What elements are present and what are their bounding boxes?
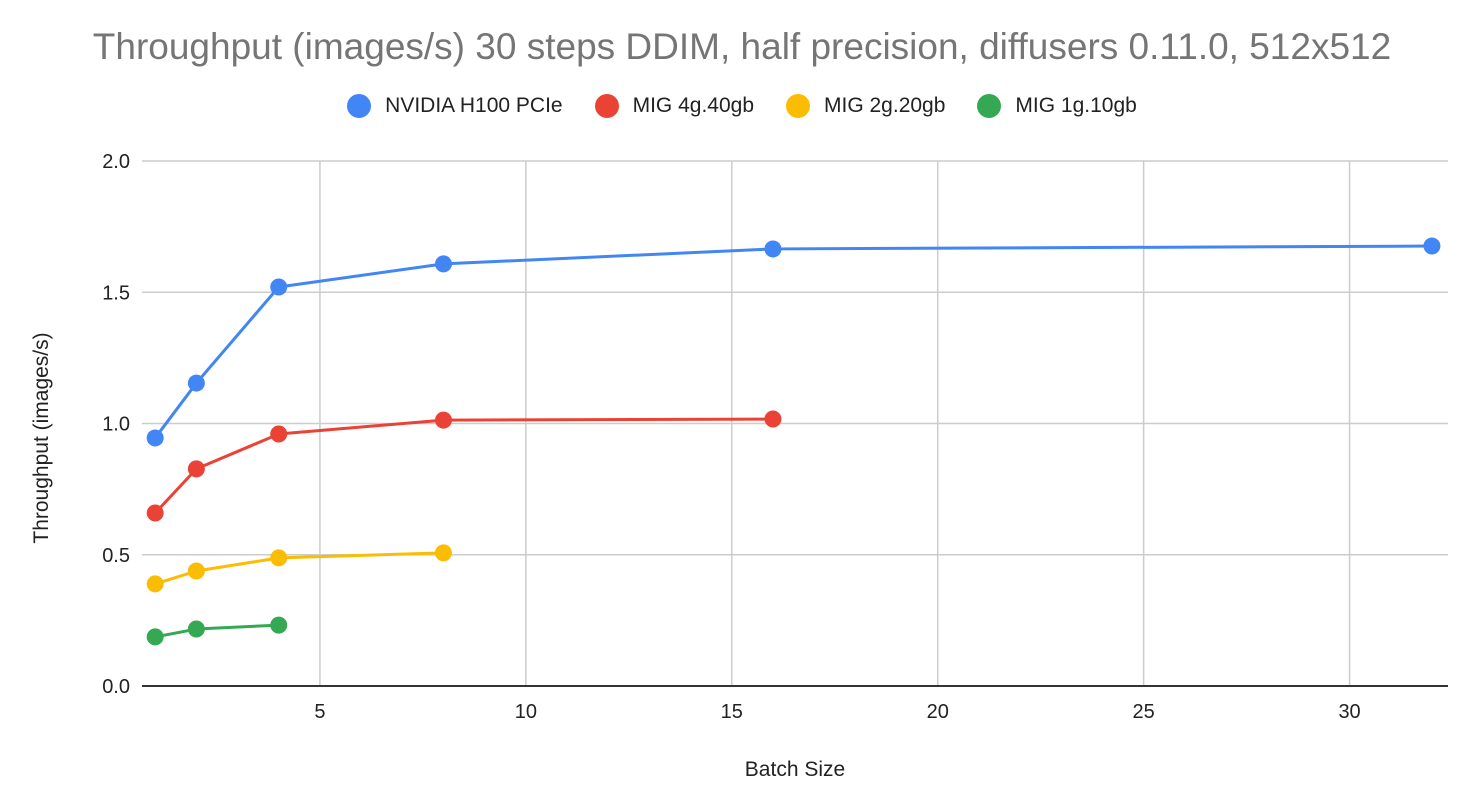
legend-label: MIG 4g.40gb [632, 94, 754, 117]
legend-marker-icon [594, 94, 619, 118]
y-tick-label: 1.5 [102, 282, 130, 304]
series-line [154, 417, 773, 515]
y-tick-label: 1.0 [102, 414, 130, 436]
legend-item: MIG 1g.10gb [977, 94, 1137, 118]
data-point [146, 628, 164, 646]
chart-title: Throughput (images/s) 30 steps DDIM, hal… [92, 26, 1392, 67]
data-point [434, 255, 452, 273]
y-tick-label: 0.0 [102, 676, 130, 698]
data-point [434, 411, 452, 429]
legend-item: NVIDIA H100 PCIe [347, 94, 563, 118]
data-point [146, 504, 164, 522]
y-tick-label: 0.5 [102, 545, 130, 567]
legend-item: MIG 2g.20gb [786, 94, 945, 118]
x-tick-label: 30 [1338, 701, 1360, 723]
data-point [434, 544, 452, 562]
x-tick-label: 25 [1133, 701, 1155, 723]
data-point [270, 425, 288, 443]
legend-marker-icon [786, 94, 810, 118]
data-point [187, 374, 205, 392]
data-point [764, 240, 782, 258]
legend-label: MIG 1g.10gb [1015, 94, 1137, 117]
series-line [154, 623, 279, 639]
data-point [187, 620, 205, 638]
legend-marker-icon [977, 94, 1002, 118]
legend: NVIDIA H100 PCIe MIG 4g.40gb MIG 2g.20gb MI… [0, 94, 1484, 118]
data-point [1423, 237, 1441, 255]
data-point [146, 575, 164, 593]
legend-item: MIG 4g.40gb [594, 94, 754, 118]
series-line [153, 244, 1432, 439]
legend-label: NVIDIA H100 PCIe [385, 94, 563, 117]
data-point [270, 278, 288, 296]
data-point [146, 429, 164, 447]
x-tick-label: 10 [515, 701, 537, 723]
legend-label: MIG 2g.20gb [824, 94, 946, 117]
data-point [270, 549, 288, 567]
y-axis-label: Throughput (images/s) [30, 332, 53, 543]
data-point [187, 460, 205, 478]
series-line [154, 551, 444, 586]
x-tick-label: 20 [927, 701, 949, 723]
data-point [764, 410, 782, 428]
legend-marker-icon [347, 94, 372, 118]
x-axis-label: Batch Size [745, 758, 845, 781]
x-tick-label: 15 [721, 701, 743, 723]
data-point [270, 616, 288, 634]
y-tick-label: 2.0 [102, 151, 130, 173]
data-point [187, 562, 205, 580]
x-tick-label: 5 [314, 701, 325, 723]
